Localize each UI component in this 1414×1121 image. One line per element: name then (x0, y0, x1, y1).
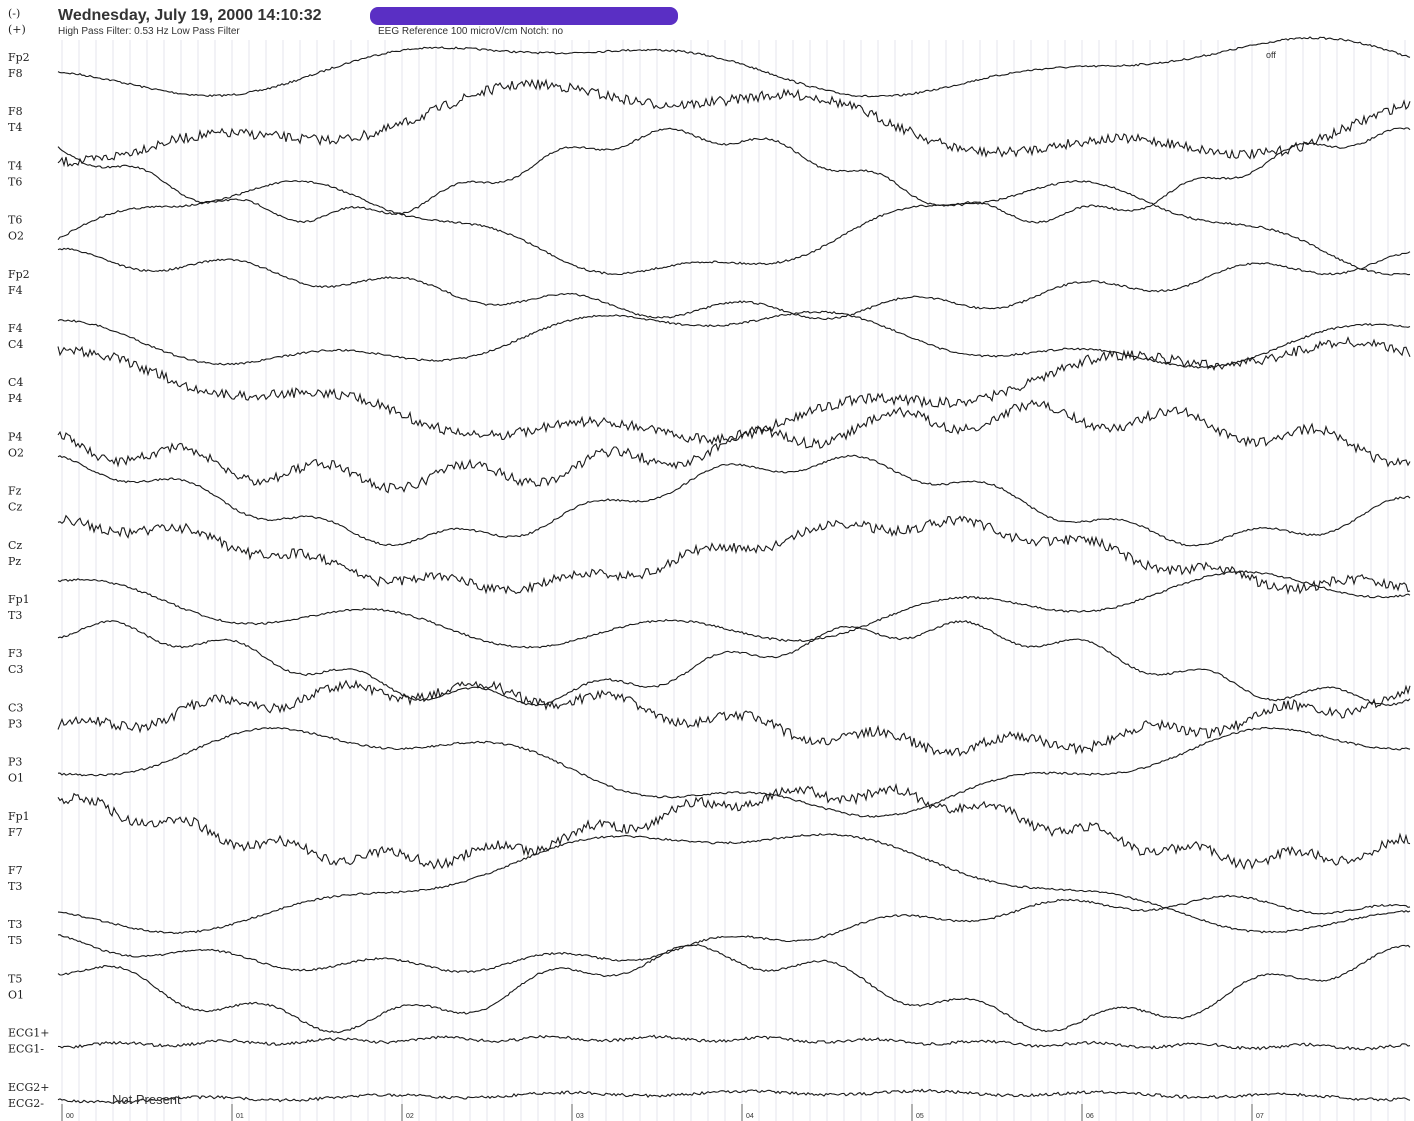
channel-label: ECG2+ (8, 1081, 49, 1094)
trace (57, 943, 1411, 1034)
trace (57, 336, 1411, 446)
channel-label: O2 (8, 446, 24, 459)
time-mark: 04 (746, 1113, 754, 1120)
trace (57, 570, 1411, 649)
trace (57, 180, 1411, 276)
channel-label: C3 (8, 701, 23, 714)
trace (57, 783, 1411, 871)
trace (57, 127, 1411, 224)
channel-label: P4 (8, 392, 22, 405)
trace (57, 310, 1411, 369)
time-mark: 05 (916, 1113, 924, 1120)
trace (57, 1034, 1411, 1051)
channel-label: Fz (8, 485, 22, 498)
time-mark: 01 (236, 1113, 244, 1120)
redaction (370, 7, 678, 25)
polarity-plus: (+) (8, 23, 26, 36)
channel-label: T6 (8, 214, 22, 227)
channel-label: T3 (8, 880, 22, 893)
channel-label: P4 (8, 430, 22, 443)
time-mark: 00 (66, 1113, 74, 1120)
trace (57, 620, 1411, 707)
channel-label: O2 (8, 230, 24, 243)
channel-label: F4 (8, 284, 23, 297)
channel-label: T4 (8, 159, 22, 172)
channel-label: C3 (8, 663, 23, 676)
channel-label: P3 (8, 717, 22, 730)
channel-label: Cz (8, 539, 22, 552)
channel-label: Pz (8, 555, 21, 568)
channel-label: T3 (8, 918, 22, 931)
trace (57, 514, 1411, 595)
time-mark: 07 (1256, 1113, 1264, 1120)
trace (57, 247, 1411, 320)
channel-labels: Fp2 F8 F8 T4 T4 T6 T6 O2 Fp2 F4 F4 C4 C4 P4 P4 O2 Fz Cz Cz… (8, 51, 49, 1110)
channel-label: ECG2- (8, 1097, 44, 1110)
filters: High Pass Filter: 0.53 Hz Low Pass Filte… (58, 26, 240, 37)
trace (57, 78, 1411, 168)
trace (57, 399, 1411, 494)
grid (61, 40, 1406, 1121)
trace (57, 726, 1411, 818)
channel-label: F4 (8, 322, 23, 335)
channel-label: F8 (8, 67, 23, 80)
trace (57, 833, 1411, 935)
channel-label: O1 (8, 772, 24, 785)
channel-label: F3 (8, 647, 23, 660)
channel-label: C4 (8, 376, 23, 389)
channel-label: C4 (8, 338, 23, 351)
reference: EEG Reference 100 microV/cm Notch: no (378, 26, 564, 37)
channel-label: Fp1 (8, 593, 30, 606)
channel-label: T5 (8, 934, 22, 947)
trace (57, 1088, 1411, 1104)
datetime: Wednesday, July 19, 2000 14:10:32 (58, 7, 322, 24)
time-mark: 03 (576, 1113, 584, 1120)
trace (57, 36, 1411, 98)
channel-label: ECG1+ (8, 1027, 49, 1040)
time-marks: 00 01 02 03 04 05 06 07 (61, 1104, 1264, 1121)
channel-label: T3 (8, 609, 22, 622)
channel-label: T5 (8, 972, 22, 985)
channel-label: F7 (8, 826, 23, 839)
time-mark: 06 (1086, 1113, 1094, 1120)
channel-label: P3 (8, 756, 22, 769)
channel-label: Fp2 (8, 268, 30, 281)
channel-label: Cz (8, 501, 22, 514)
channel-label: F8 (8, 105, 23, 118)
off-label: off (1266, 50, 1276, 60)
channel-label: T4 (8, 121, 22, 134)
trace (57, 454, 1411, 547)
time-mark: 02 (406, 1113, 414, 1120)
trace (57, 679, 1411, 757)
channel-label: Fp2 (8, 51, 30, 64)
traces (57, 36, 1411, 1104)
channel-label: O1 (8, 988, 24, 1001)
trace (57, 894, 1411, 974)
channel-label: ECG1- (8, 1043, 44, 1056)
channel-label: T6 (8, 175, 22, 188)
polarity-minus: (-) (8, 7, 20, 20)
channel-label: F7 (8, 864, 23, 877)
not-present: Not Present (112, 1092, 181, 1107)
channel-label: Fp1 (8, 810, 30, 823)
